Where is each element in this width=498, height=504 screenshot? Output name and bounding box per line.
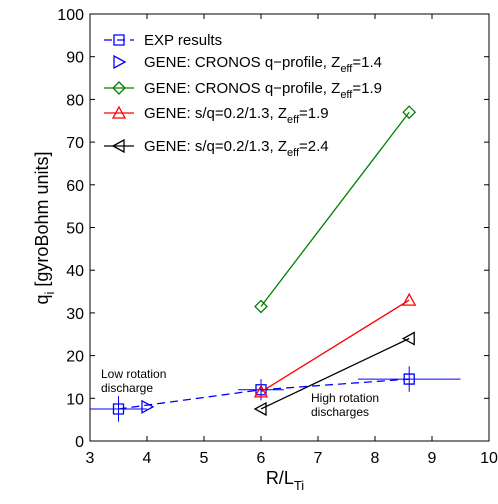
annotation: discharge bbox=[101, 381, 153, 395]
annotation: discharges bbox=[311, 405, 369, 419]
x-tick-label: 4 bbox=[143, 450, 152, 467]
series-line bbox=[260, 299, 410, 393]
plot-frame bbox=[89, 13, 490, 442]
data-point bbox=[401, 331, 415, 346]
legend-name: GENE: s/q=0.2/1.3, Z bbox=[144, 105, 287, 122]
y-tick-label: 50 bbox=[66, 221, 84, 238]
x-tick-label: 9 bbox=[428, 450, 437, 467]
data-point bbox=[112, 403, 125, 415]
legend-label: GENE: s/q=0.2/1.3, Zeff=2.4 bbox=[144, 138, 329, 159]
legend-label: GENE: CRONOS q−profile, Zeff=1.9 bbox=[144, 80, 382, 101]
legend-marker bbox=[113, 54, 127, 70]
legend-label: EXP results bbox=[144, 32, 222, 49]
legend-end: =1.9 bbox=[352, 80, 382, 97]
y-tick-label: 20 bbox=[66, 349, 84, 366]
legend-end: =1.9 bbox=[299, 105, 329, 122]
legend-label: GENE: s/q=0.2/1.3, Zeff=1.9 bbox=[144, 105, 329, 126]
legend-label: GENE: CRONOS q−profile, Zeff=1.4 bbox=[144, 54, 382, 75]
data-point bbox=[253, 401, 267, 417]
data-point bbox=[402, 105, 417, 120]
data-point bbox=[141, 399, 155, 414]
data-point bbox=[403, 373, 415, 385]
legend-end: =1.4 bbox=[352, 54, 382, 71]
series-line bbox=[260, 337, 410, 410]
y-tick-label: 60 bbox=[66, 178, 84, 195]
series-line bbox=[260, 111, 410, 307]
x-tick-label: 5 bbox=[200, 450, 209, 467]
legend-sub: eff bbox=[287, 114, 300, 126]
y-tick-label: 70 bbox=[66, 135, 84, 152]
legend-sub: eff bbox=[340, 63, 353, 75]
annotation: Low rotation bbox=[101, 367, 166, 381]
y-tick-label: 90 bbox=[66, 50, 84, 67]
x-tick-label: 8 bbox=[371, 450, 380, 467]
x-label-main: R/L bbox=[266, 468, 294, 488]
legend-name: GENE: CRONOS q−profile, Z bbox=[144, 54, 340, 71]
annotation: High rotation bbox=[311, 391, 379, 405]
y-axis-label: qi [gyroBohm units] bbox=[32, 152, 57, 305]
legend-marker bbox=[111, 105, 127, 119]
y-label-sub: i bbox=[42, 291, 57, 294]
y-tick-label: 100 bbox=[57, 7, 84, 24]
x-label-sub: Ti bbox=[294, 478, 304, 493]
y-label-rest: [gyroBohm units] bbox=[32, 152, 52, 292]
x-tick-label: 7 bbox=[314, 450, 323, 467]
y-tick-label: 0 bbox=[75, 434, 84, 451]
legend-marker bbox=[111, 138, 125, 154]
x-tick-label: 3 bbox=[86, 450, 95, 467]
y-tick-label: 40 bbox=[66, 263, 84, 280]
legend-marker bbox=[113, 34, 125, 46]
legend-name: GENE: CRONOS q−profile, Z bbox=[144, 80, 340, 97]
x-axis-label: R/LTi bbox=[266, 468, 304, 493]
legend-marker bbox=[112, 81, 126, 95]
legend-name: GENE: s/q=0.2/1.3, Z bbox=[144, 138, 287, 155]
data-point bbox=[402, 292, 417, 306]
data-point bbox=[253, 384, 269, 398]
y-tick-label: 80 bbox=[66, 92, 84, 109]
y-tick-label: 10 bbox=[66, 391, 84, 408]
x-tick-label: 10 bbox=[480, 450, 498, 467]
legend-sub: eff bbox=[287, 147, 300, 159]
series-line bbox=[118, 378, 410, 410]
y-tick-label: 30 bbox=[66, 306, 84, 323]
legend-end: =2.4 bbox=[299, 138, 329, 155]
data-point bbox=[254, 299, 268, 314]
x-tick-label: 6 bbox=[257, 450, 266, 467]
legend-name: EXP results bbox=[144, 32, 222, 49]
legend-sub: eff bbox=[340, 89, 353, 101]
y-label-main: q bbox=[32, 294, 52, 304]
